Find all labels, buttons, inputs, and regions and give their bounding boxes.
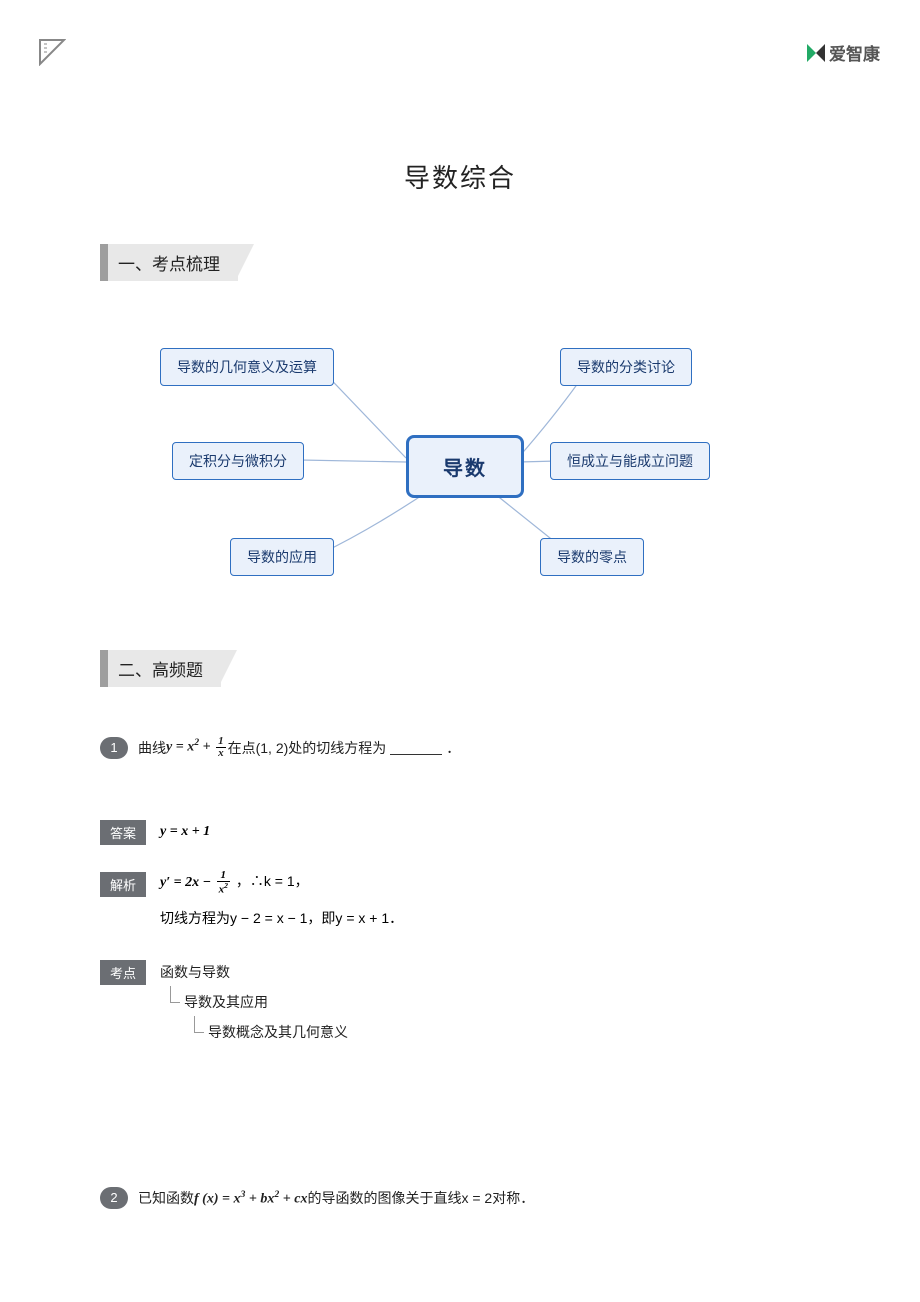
tree-l1: 函数与导数 [160, 962, 348, 982]
brand-mark-icon [807, 44, 825, 62]
mindmap-node-br: 导数的零点 [540, 538, 644, 576]
mindmap-node-ml: 定积分与微积分 [172, 442, 304, 480]
answer-1-text: y = x + 1 [160, 822, 210, 840]
problem-1-text: 曲线 y = x2 + 1x 在点(1, 2)处的切线方程为 ． [138, 736, 460, 759]
problem-1-badge: 1 [100, 737, 128, 759]
problem-2-text: 已知函数 f (x) = x3 + bx2 + cx 的导函数的图像关于直线x … [138, 1188, 534, 1208]
mindmap-node-bl: 导数的应用 [230, 538, 334, 576]
section-header-bar [100, 650, 108, 687]
page-title: 导数综合 [0, 158, 920, 195]
section-header-1: 一、考点梳理 [100, 244, 238, 281]
problem-2-number: 2 [110, 1190, 117, 1205]
analysis-1-deriv: y′ = 2x − 1x2 [160, 875, 232, 890]
analysis-1-line2: 切线方程为y − 2 = x − 1，即y = x + 1． [160, 908, 403, 928]
p1-period: ． [446, 738, 460, 758]
section-header-1-label: 一、考点梳理 [108, 244, 238, 281]
mindmap-node-mr: 恒成立与能成立问题 [550, 442, 710, 480]
mindmap: 导数 导数的几何意义及运算 导数的分类讨论定积分与微积分 恒成立与能成立问题导数的应用… [130, 330, 790, 610]
kaodian-label: 考点 [100, 960, 146, 985]
mindmap-node-tl: 导数的几何意义及运算 [160, 348, 334, 386]
section-header-bar [100, 244, 108, 281]
kaodian-tree: 函数与导数 导数及其应用 导数概念及其几何意义 [160, 962, 348, 1042]
section-header-2-label: 二、高频题 [108, 650, 221, 687]
section-header-2: 二、高频题 [100, 650, 221, 687]
answer-label: 答案 [100, 820, 146, 845]
analysis-1-tail: ，∴k = 1， [236, 873, 309, 889]
p1-point: 在点(1, 2)处的切线方程为 [228, 738, 387, 758]
answer-1-math: y = x + 1 [160, 824, 210, 839]
p2-prefix: 已知函数 [138, 1188, 194, 1208]
mindmap-node-tr: 导数的分类讨论 [560, 348, 692, 386]
answer-blank [390, 741, 442, 755]
analysis-label: 解析 [100, 872, 146, 897]
p2-eq: f (x) = x3 + bx2 + cx [194, 1189, 307, 1208]
problem-2-badge: 2 [100, 1187, 128, 1209]
problem-1-number: 1 [110, 740, 117, 755]
brand-logo: 爱智康 [807, 40, 880, 65]
tree-l3: 导数概念及其几何意义 [208, 1022, 348, 1042]
tree-l2: 导数及其应用 [184, 992, 348, 1012]
analysis-1-line1: y′ = 2x − 1x2 ，∴k = 1， [160, 870, 309, 896]
mindmap-center-node: 导数 [406, 435, 524, 498]
corner-logo-icon [38, 38, 66, 66]
p1-prefix: 曲线 [138, 738, 166, 758]
brand-text: 爱智康 [829, 40, 880, 65]
p2-tail: 的导函数的图像关于直线x = 2对称． [307, 1188, 534, 1208]
p1-eq: y = x2 + 1x [166, 736, 228, 759]
